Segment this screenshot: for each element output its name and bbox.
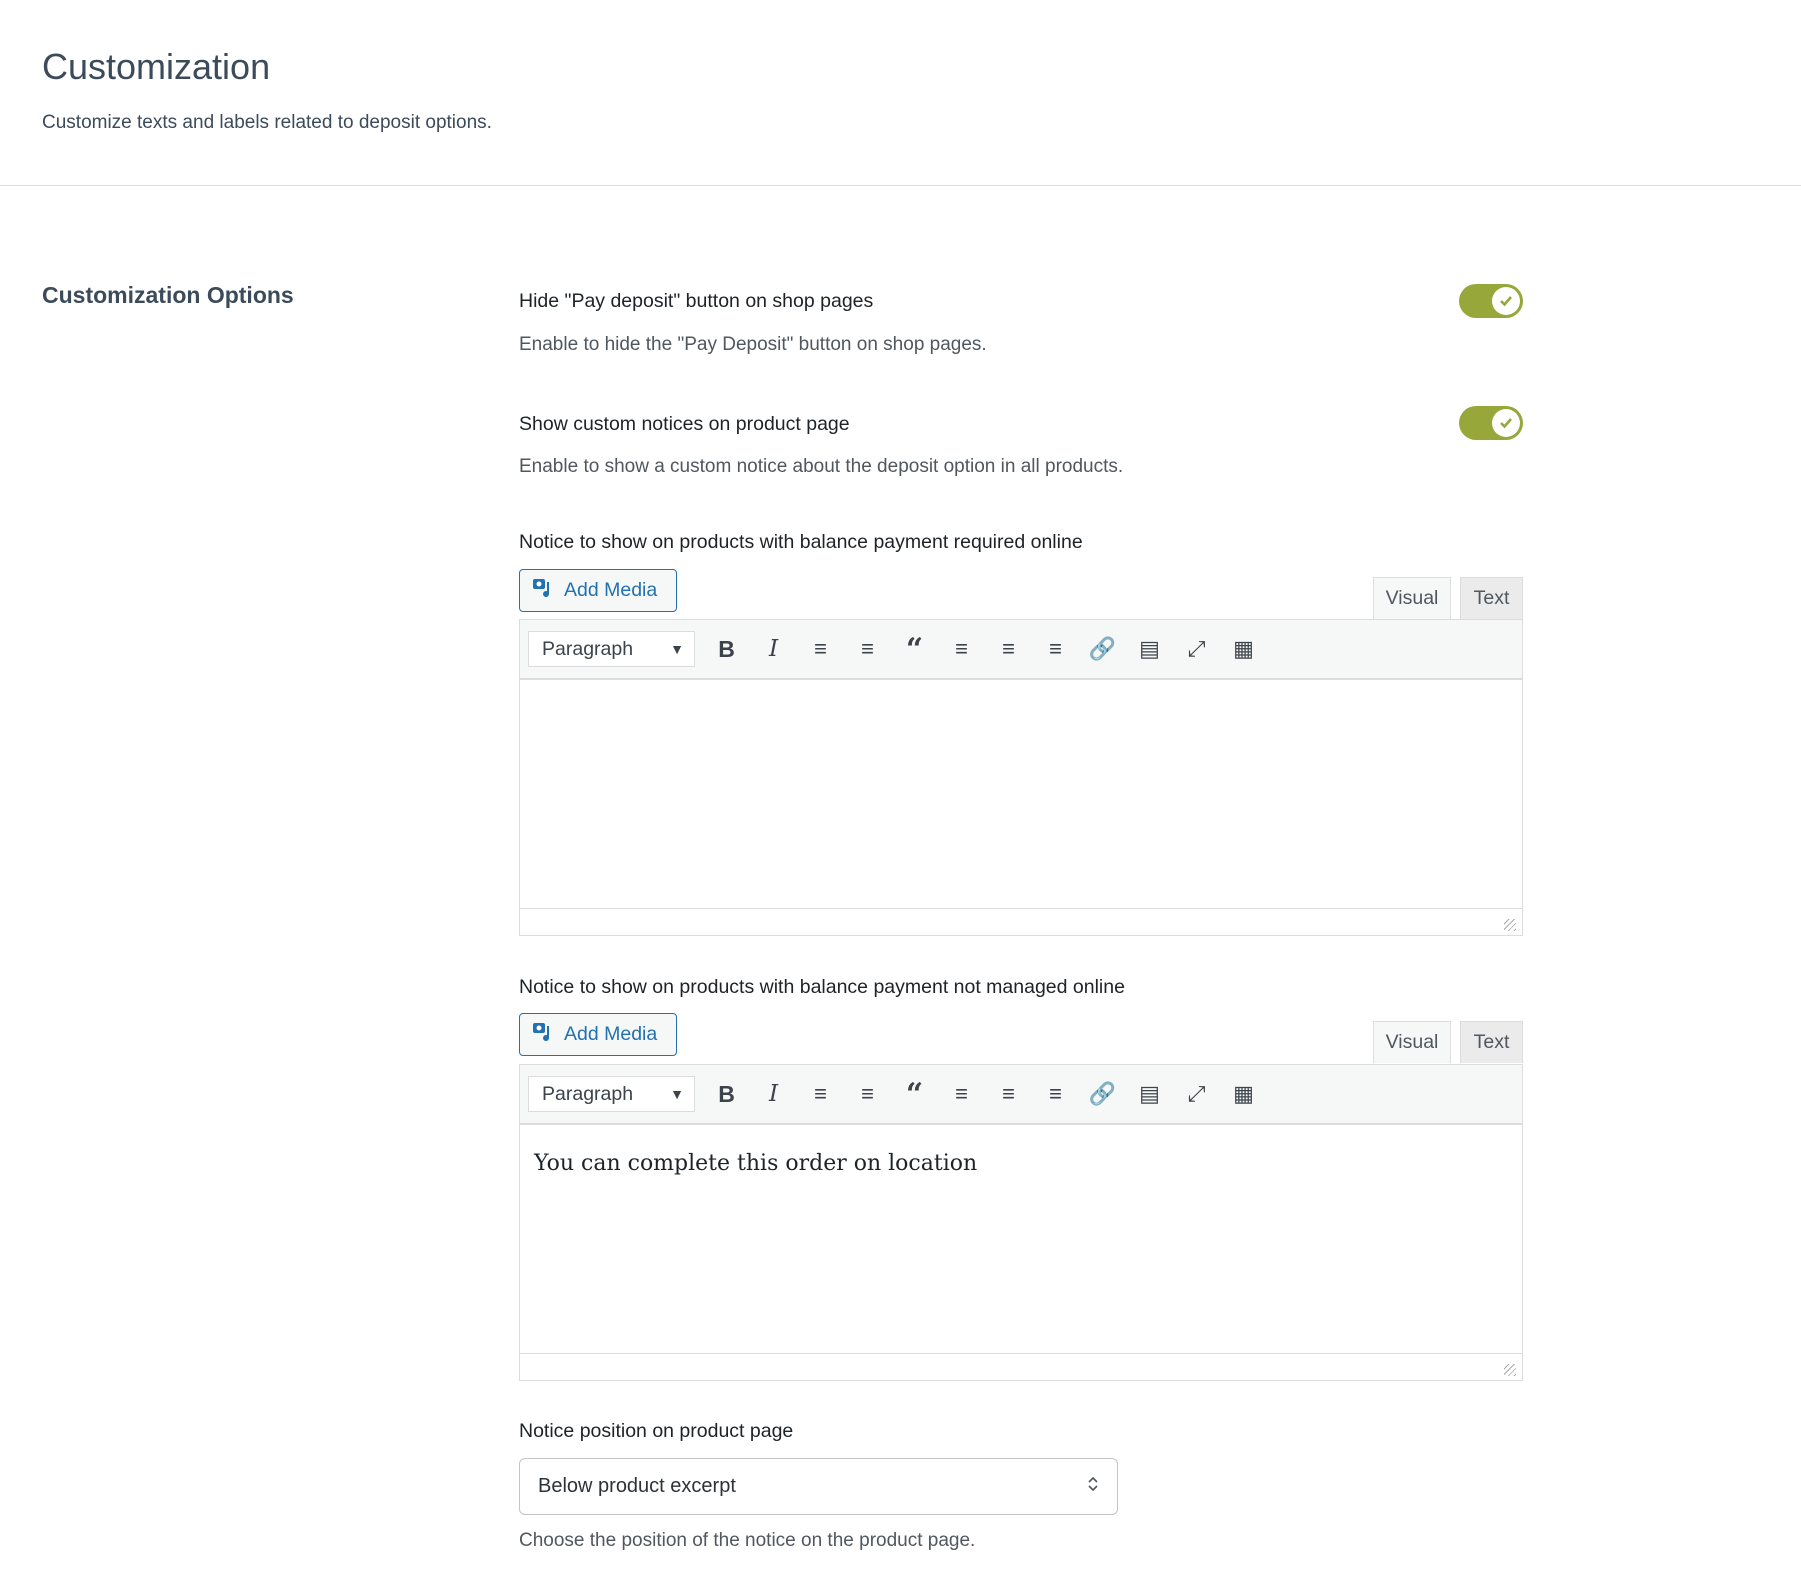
italic-icon[interactable]: I [768,636,779,662]
page-title: Customization [42,46,271,87]
numbered-list-icon[interactable]: ≡ [861,636,874,661]
add-media-label: Add Media [564,1023,658,1045]
editor-toolbar: Paragraph ▼ B I ≡ ≡ “ ≡ ≡ ≡ 🔗 ▤ ⤢ ▦ [520,620,1522,680]
toolbar-toggle-icon[interactable]: ▦ [1233,1081,1254,1106]
bold-icon[interactable]: B [718,1080,735,1107]
page-subtitle: Customize texts and labels related to de… [42,112,492,133]
dropdown-arrow-icon: ▼ [670,641,684,657]
align-center-icon[interactable]: ≡ [1002,636,1015,661]
hide-pay-deposit-label: Hide "Pay deposit" button on shop pages [519,290,874,312]
link-icon[interactable]: 🔗 [1088,636,1117,661]
fullscreen-icon[interactable]: ⤢ [1187,1081,1206,1106]
format-select[interactable]: Paragraph ▼ [528,1076,695,1112]
align-right-icon[interactable]: ≡ [1049,1081,1062,1106]
notice-position-value: Below product excerpt [538,1475,736,1497]
editor-statusbar [520,908,1522,935]
link-icon[interactable]: 🔗 [1088,1081,1117,1106]
format-value: Paragraph [542,637,634,660]
resize-handle-icon[interactable] [1504,919,1516,931]
tab-text[interactable]: Text [1460,1021,1523,1063]
add-media-button[interactable]: Add Media [519,569,677,612]
tab-text[interactable]: Text [1460,577,1523,619]
check-icon [1492,409,1520,437]
tab-visual[interactable]: Visual [1373,577,1451,619]
resize-handle-icon[interactable] [1504,1364,1516,1376]
italic-icon[interactable]: I [768,1081,779,1107]
show-notices-toggle[interactable] [1459,406,1523,440]
notice-position-label: Notice position on product page [519,1420,794,1442]
show-notices-label: Show custom notices on product page [519,413,850,435]
updown-chevron-icon [1087,1474,1099,1500]
numbered-list-icon[interactable]: ≡ [861,1081,874,1106]
align-right-icon[interactable]: ≡ [1049,636,1062,661]
editor-toolbar: Paragraph ▼ B I ≡ ≡ “ ≡ ≡ ≡ 🔗 ▤ ⤢ ▦ [520,1065,1522,1125]
editor-label: Notice to show on products with balance … [519,531,1083,553]
add-media-button[interactable]: Add Media [519,1013,677,1056]
blockquote-icon[interactable]: “ [905,1076,924,1112]
divider [0,185,1801,186]
add-media-icon [532,1020,556,1050]
bullet-list-icon[interactable]: ≡ [814,1081,827,1106]
hide-pay-deposit-description: Enable to hide the "Pay Deposit" button … [519,334,987,355]
align-left-icon[interactable]: ≡ [955,1081,968,1106]
editor-content[interactable]: You can complete this order on location [534,1151,978,1176]
tab-visual[interactable]: Visual [1373,1021,1451,1063]
editor-statusbar [520,1353,1522,1380]
blockquote-icon[interactable]: “ [905,631,924,667]
editor-label: Notice to show on products with balance … [519,976,1125,998]
rich-text-editor: Paragraph ▼ B I ≡ ≡ “ ≡ ≡ ≡ 🔗 ▤ ⤢ ▦ [519,619,1523,936]
toolbar-toggle-icon[interactable]: ▦ [1233,636,1254,661]
show-notices-description: Enable to show a custom notice about the… [519,456,1124,477]
fullscreen-icon[interactable]: ⤢ [1187,636,1206,661]
align-left-icon[interactable]: ≡ [955,636,968,661]
add-media-label: Add Media [564,579,658,601]
rich-text-editor: Paragraph ▼ B I ≡ ≡ “ ≡ ≡ ≡ 🔗 ▤ ⤢ ▦ You can complete… [519,1064,1523,1381]
bullet-list-icon[interactable]: ≡ [814,636,827,661]
hide-pay-deposit-toggle[interactable] [1459,284,1523,318]
format-select[interactable]: Paragraph ▼ [528,631,695,667]
align-center-icon[interactable]: ≡ [1002,1081,1015,1106]
notice-position-description: Choose the position of the notice on the… [519,1530,976,1551]
bold-icon[interactable]: B [718,635,735,662]
editor-content[interactable] [520,680,1522,908]
notice-position-select[interactable]: Below product excerpt [519,1458,1118,1515]
check-icon [1492,287,1520,315]
dropdown-arrow-icon: ▼ [670,1086,684,1102]
read-more-icon[interactable]: ▤ [1139,1081,1160,1106]
format-value: Paragraph [542,1082,634,1105]
read-more-icon[interactable]: ▤ [1139,636,1160,661]
add-media-icon [532,576,556,606]
section-title: Customization Options [42,282,294,308]
